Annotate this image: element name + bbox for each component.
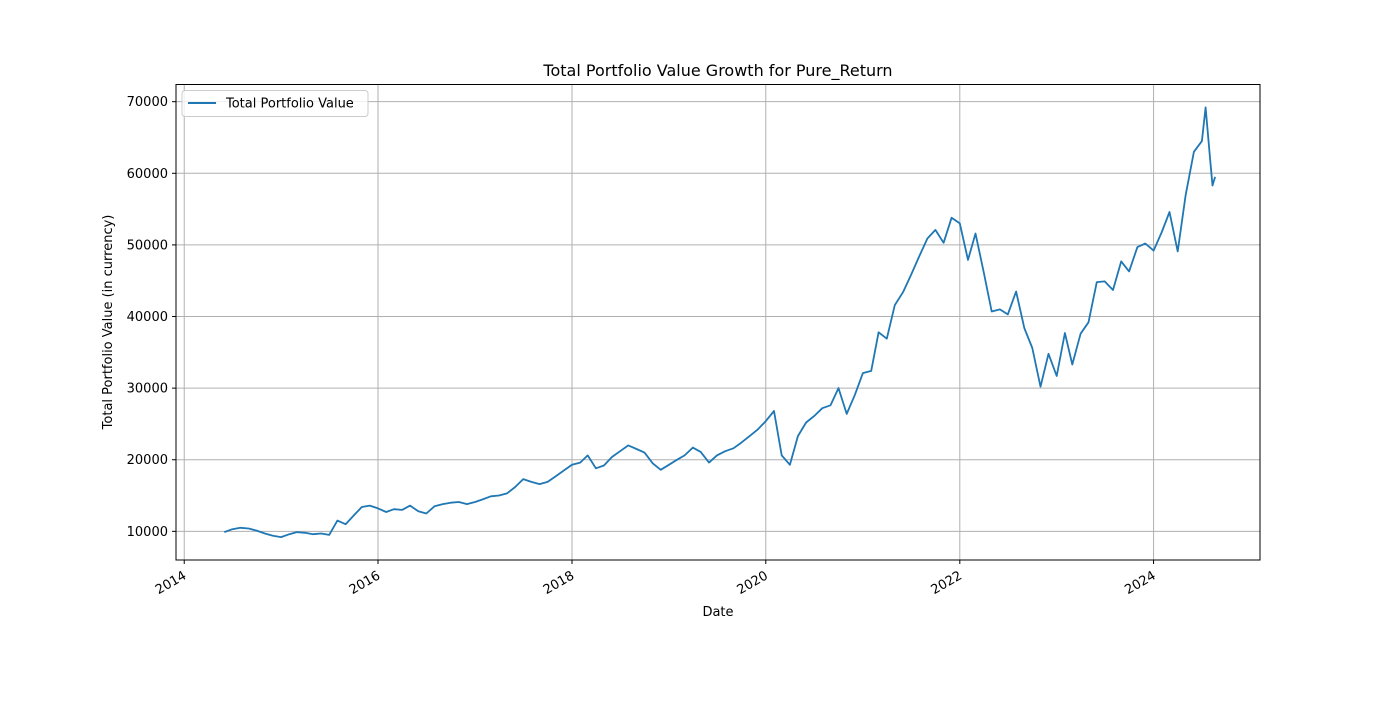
x-tick-label: 2020	[735, 568, 771, 598]
y-tick-label: 50000	[127, 238, 168, 253]
y-tick-label: 10000	[127, 525, 168, 540]
chart-title: Total Portfolio Value Growth for Pure_Re…	[542, 61, 892, 81]
y-axis-ticks: 10000 20000 30000 40000 50000 60000 70000	[127, 95, 176, 540]
axes-frame	[175, 84, 1261, 561]
x-tick-label: 2016	[347, 568, 383, 598]
y-tick-label: 30000	[127, 382, 168, 397]
legend: Total Portfolio Value	[181, 90, 369, 117]
y-tick-label: 40000	[127, 310, 168, 325]
y-tick-label: 60000	[127, 167, 168, 182]
x-axis-label: Date	[702, 605, 733, 620]
y-axis-label: Total Portfolio Value (in currency)	[101, 215, 116, 431]
y-tick-label: 70000	[127, 95, 168, 110]
legend-entry-label: Total Portfolio Value	[225, 97, 354, 112]
x-axis-ticks: 2014 2016 2018 2020 2022 2024	[153, 560, 1159, 598]
x-tick-label: 2022	[929, 568, 965, 598]
x-tick-label: 2018	[541, 568, 577, 598]
series-line-total-portfolio-value	[223, 106, 1216, 538]
x-tick-label: 2014	[153, 568, 189, 598]
x-tick-label: 2024	[1122, 568, 1158, 598]
series-layer	[223, 106, 1216, 538]
grid	[176, 84, 1260, 560]
y-tick-label: 20000	[127, 453, 168, 468]
legend-box	[181, 90, 369, 117]
